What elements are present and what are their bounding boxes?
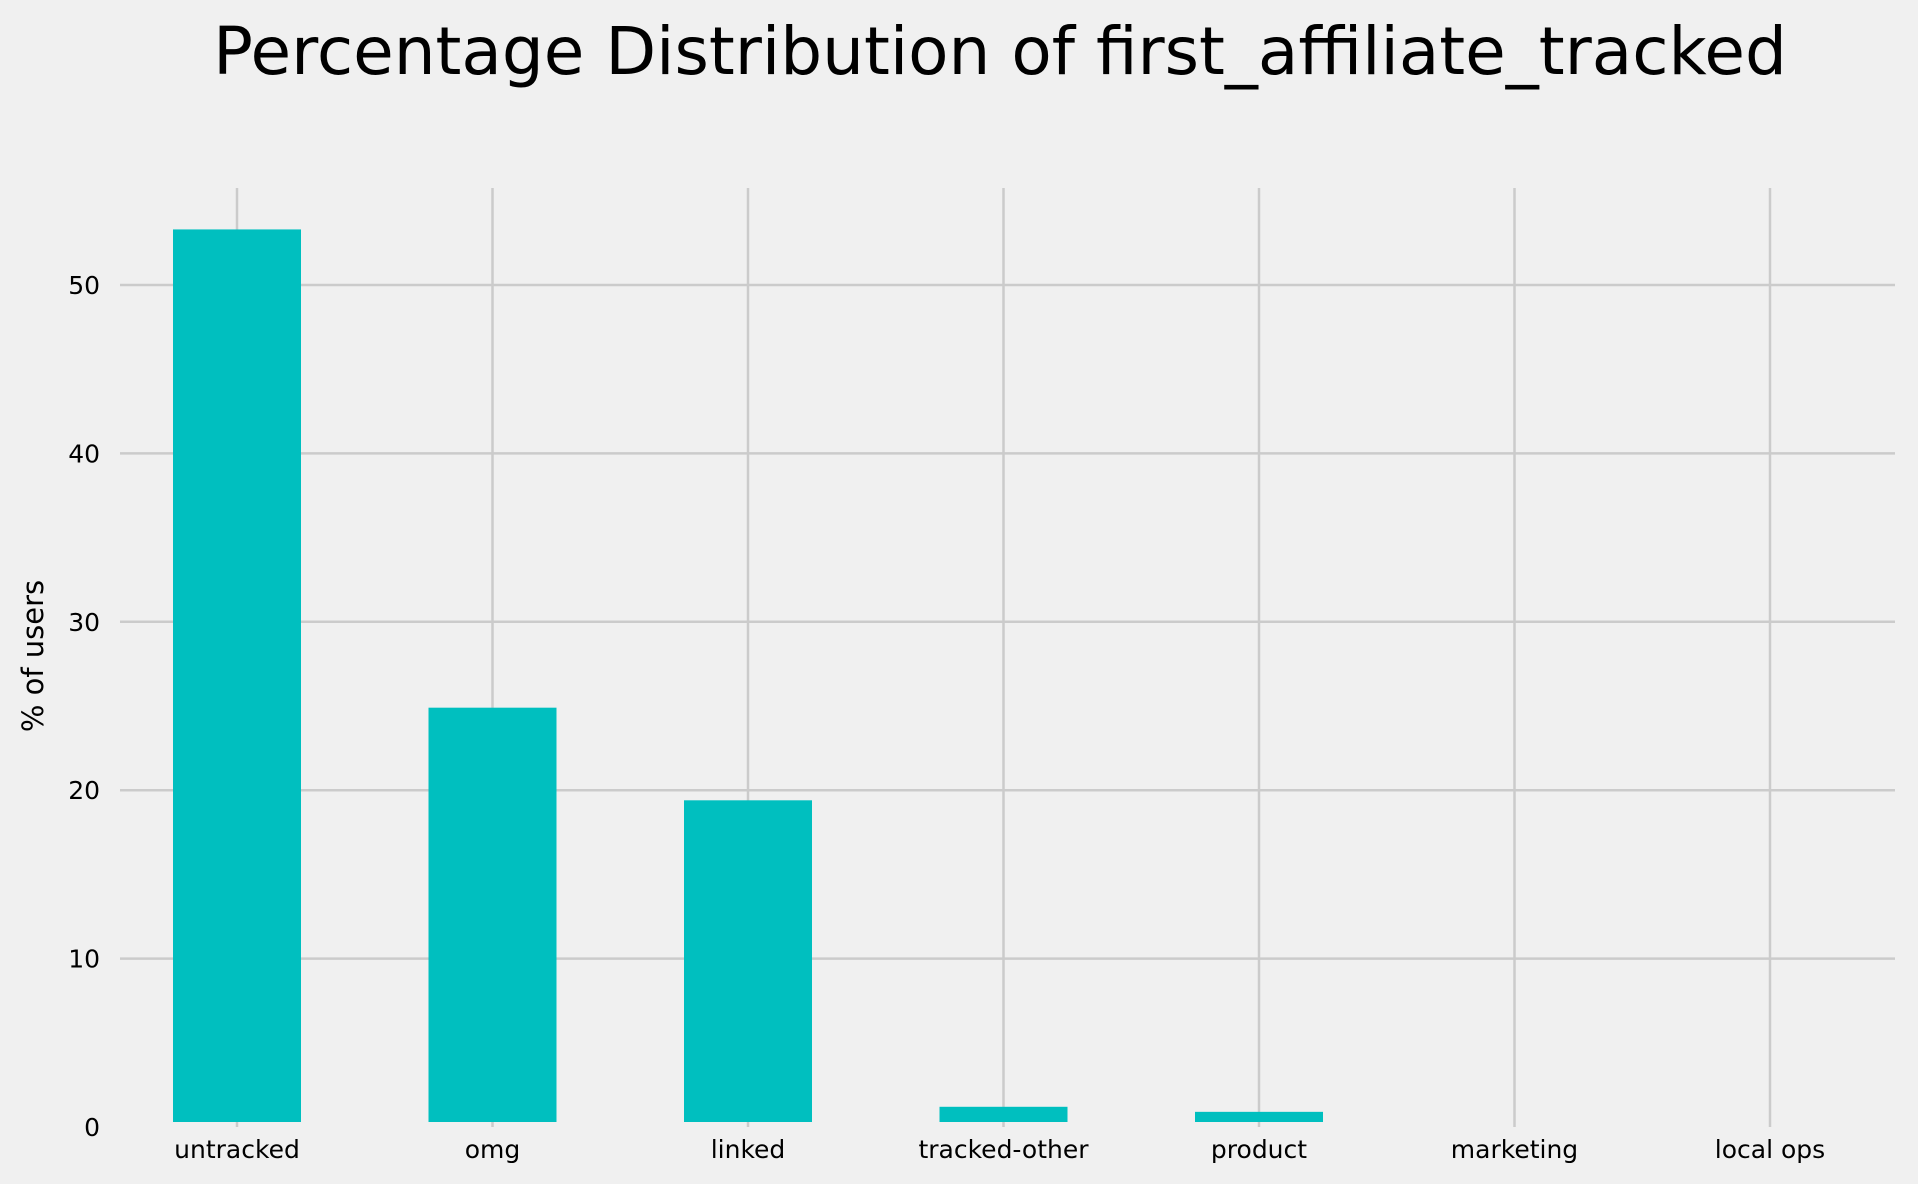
grid-layer [120,188,1895,1127]
y-tick-label: 50 [68,271,100,300]
chart-title: Percentage Distribution of first_affilia… [213,13,1787,90]
bar-linked [684,800,812,1122]
y-ticks: 0 10 20 30 40 50 [68,271,100,1142]
y-tick-label: 0 [84,1113,100,1142]
y-axis-label: % of users [16,580,50,732]
bar-omg [428,707,557,1122]
y-tick-label: 20 [68,776,100,805]
x-tick-label: local ops [1715,1135,1825,1164]
x-tick-label: untracked [174,1135,300,1164]
x-tick-label: product [1211,1135,1307,1164]
x-ticks: untracked omg linked tracked-other product ma… [174,1135,1825,1164]
bar-untracked [173,229,301,1123]
y-tick-label: 40 [68,439,100,468]
bars-layer [173,229,1323,1123]
bar-product [1195,1111,1323,1122]
bar-tracked-other [939,1106,1068,1122]
x-tick-label: omg [465,1135,521,1164]
y-tick-label: 10 [68,945,100,974]
x-tick-label: tracked-other [918,1135,1089,1164]
y-tick-label: 30 [68,608,100,637]
x-tick-label: marketing [1451,1135,1578,1164]
x-tick-label: linked [711,1135,786,1164]
